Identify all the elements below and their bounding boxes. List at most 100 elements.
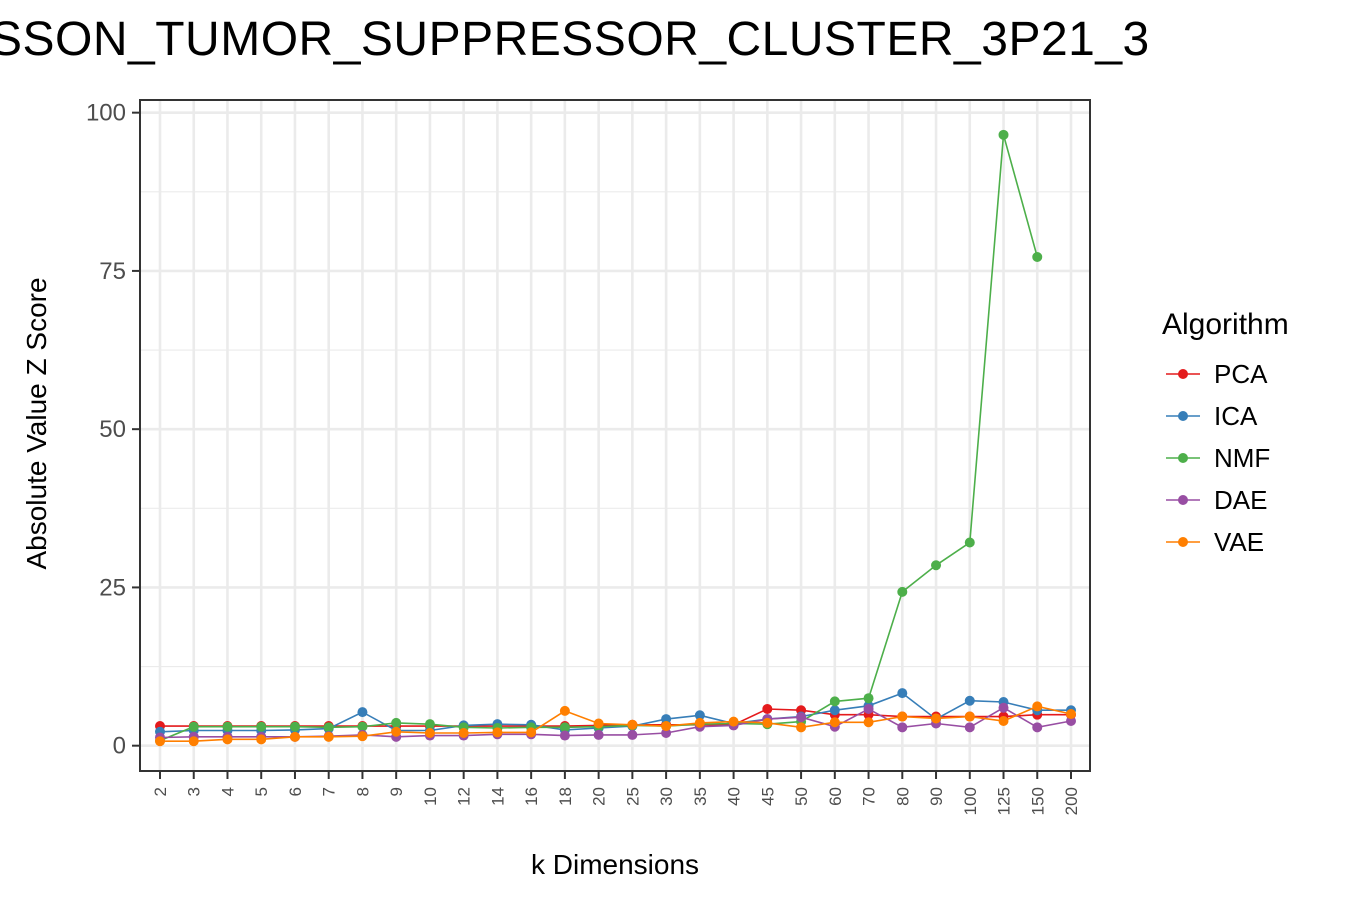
data-point: [559, 722, 570, 733]
legend-key-point: [1178, 369, 1188, 379]
data-point: [897, 722, 908, 733]
x-tick-label: 200: [1062, 787, 1081, 815]
data-point: [627, 719, 638, 730]
data-point: [155, 736, 165, 747]
data-point: [593, 729, 604, 740]
data-point: [289, 721, 300, 732]
data-point: [391, 726, 402, 737]
x-tick-label: 35: [691, 787, 710, 806]
legend-item-nmf: NMF: [1166, 443, 1270, 473]
plot-panel-border: [139, 99, 1091, 772]
x-tick-label: 125: [995, 787, 1014, 815]
data-point: [188, 736, 199, 747]
data-point: [829, 696, 840, 707]
data-point: [964, 722, 975, 733]
data-point: [222, 721, 233, 732]
legend: Algorithm PCA ICA NMF DAE VAE: [1162, 308, 1289, 557]
data-point: [863, 717, 874, 728]
data-point: [661, 714, 672, 725]
data-point: [424, 719, 435, 730]
data-point: [222, 734, 233, 745]
data-point: [897, 688, 908, 699]
data-point: [188, 721, 199, 732]
data-point: [829, 717, 840, 728]
data-point: [998, 129, 1009, 140]
legend-label: DAE: [1214, 485, 1267, 515]
data-point: [1032, 701, 1043, 712]
data-point: [391, 717, 402, 728]
chart-title: SSON_TUMOR_SUPPRESSOR_CLUSTER_3P21_3: [0, 13, 1150, 66]
legend-item-dae: DAE: [1166, 485, 1267, 515]
data-point: [1032, 251, 1043, 262]
data-point: [627, 729, 638, 740]
data-point: [323, 731, 334, 742]
data-point: [897, 586, 908, 597]
data-point: [1066, 709, 1076, 720]
x-tick-label: 14: [488, 787, 507, 806]
y-axis: 0 25 50 75 100: [86, 100, 140, 760]
x-tick-label: 9: [387, 787, 406, 796]
data-point: [964, 711, 975, 722]
y-tick-label: 100: [86, 100, 126, 127]
x-tick-label: 30: [657, 787, 676, 806]
data-point: [796, 722, 807, 733]
legend-label: PCA: [1214, 359, 1268, 389]
data-point: [458, 728, 469, 739]
data-point: [661, 728, 672, 739]
data-point: [931, 713, 942, 724]
data-point: [492, 727, 503, 738]
legend-key-point: [1178, 453, 1188, 463]
legend-key-point: [1178, 537, 1188, 547]
data-point: [1032, 722, 1043, 733]
x-tick-label: 16: [522, 787, 541, 806]
series-line: [159, 692, 1071, 733]
series-vae: [155, 701, 1076, 747]
y-tick-label: 75: [99, 258, 126, 285]
legend-item-pca: PCA: [1166, 359, 1268, 389]
x-tick-label: 60: [826, 787, 845, 806]
x-axis-title: k Dimensions: [531, 849, 699, 880]
legend-label: VAE: [1214, 527, 1264, 557]
x-tick-label: 20: [590, 787, 609, 806]
x-tick-label: 7: [320, 787, 339, 796]
data-point: [256, 734, 267, 745]
x-tick-label: 12: [455, 787, 474, 806]
data-point: [964, 537, 975, 548]
legend-item-vae: VAE: [1166, 527, 1264, 557]
legend-label: ICA: [1214, 401, 1258, 431]
data-point: [931, 560, 942, 571]
x-tick-label: 18: [556, 787, 575, 806]
y-tick-label: 25: [99, 574, 126, 601]
data-point: [256, 721, 267, 732]
x-tick-label: 45: [758, 787, 777, 806]
legend-title: Algorithm: [1162, 308, 1289, 341]
x-tick-label: 3: [185, 787, 204, 796]
legend-key-point: [1178, 411, 1188, 421]
x-tick-label: 70: [860, 787, 879, 806]
x-tick-label: 80: [893, 787, 912, 806]
series-line: [160, 705, 1072, 742]
data-point: [964, 695, 975, 706]
data-point: [559, 705, 570, 716]
x-tick-label: 6: [286, 787, 305, 796]
series-line: [160, 708, 1071, 727]
y-tick-label: 0: [113, 733, 126, 760]
x-tick-label: 10: [421, 787, 440, 806]
data-point: [728, 716, 739, 727]
data-point: [661, 721, 672, 732]
data-point: [357, 707, 368, 718]
x-tick-label: 50: [792, 787, 811, 806]
x-tick-label: 4: [218, 787, 237, 796]
data-point: [863, 703, 874, 714]
data-point: [1066, 715, 1076, 726]
x-tick-label: 40: [725, 787, 744, 806]
data-point: [897, 711, 908, 722]
x-tick-label: 90: [927, 787, 946, 806]
x-axis: 2 3 4 5 6 7 8 9 10 12 14 16 18 20 25 30 35 40 45 50 60 70 80 90…: [151, 771, 1081, 815]
data-point: [357, 731, 368, 742]
x-tick-label: 100: [961, 787, 980, 815]
data-point: [424, 728, 435, 739]
data-point: [998, 715, 1009, 726]
data-point: [998, 702, 1009, 713]
